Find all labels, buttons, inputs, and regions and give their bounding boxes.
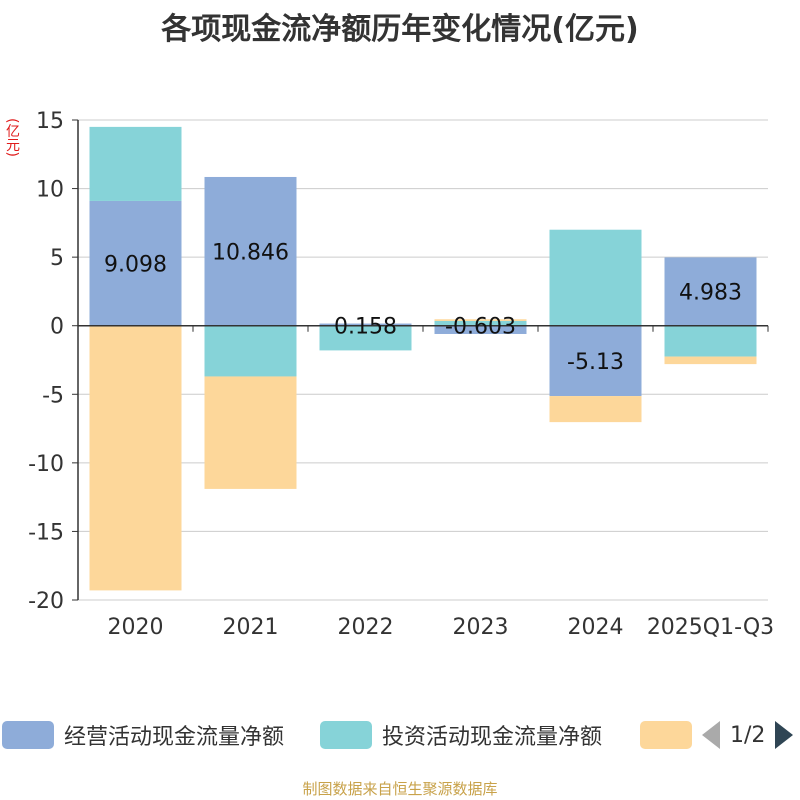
- legend-pager: 1/2: [702, 715, 793, 755]
- legend-next-page-icon[interactable]: [775, 721, 793, 749]
- bar-financing-2024: [550, 396, 642, 422]
- bar-investing-2020: [90, 127, 182, 201]
- y-tick-label: 15: [36, 109, 64, 134]
- legend-prev-page-icon[interactable]: [702, 721, 720, 749]
- x-tick-label-2022: 2022: [338, 615, 394, 640]
- legend-label-operating: 经营活动现金流量净额: [64, 719, 284, 751]
- y-tick-label: -20: [28, 589, 64, 614]
- x-tick-label-2020: 2020: [108, 615, 164, 640]
- y-tick-label: 10: [36, 178, 64, 203]
- y-tick-label: 5: [50, 246, 64, 271]
- x-tick-label-2025Q1-Q3: 2025Q1-Q3: [647, 615, 774, 640]
- data-label-2021: 10.846: [212, 240, 289, 265]
- legend-page-indicator: 1/2: [730, 723, 765, 748]
- chart-area: 15 10 5 0 -5 -10 -15 -20 2020 2021 2022 2023 2024 202…: [0, 0, 800, 700]
- bar-financing-2021: [205, 376, 297, 488]
- bar-financing-2025Q1-Q3: [665, 357, 757, 365]
- x-tick-label-2024: 2024: [568, 615, 624, 640]
- legend-swatch-financing: [640, 721, 692, 749]
- data-label-2023: -0.603: [445, 315, 516, 340]
- y-tick-label: -10: [28, 452, 64, 477]
- bar-investing-2021: [205, 326, 297, 377]
- legend-swatch-operating: [2, 721, 54, 749]
- data-label-2022: 0.158: [334, 315, 397, 340]
- legend-item-investing[interactable]: 投资活动现金流量净额: [320, 715, 602, 755]
- x-tick-label-2023: 2023: [453, 615, 509, 640]
- x-tick-label-2021: 2021: [223, 615, 279, 640]
- y-tick-label: -15: [28, 520, 64, 545]
- footer-source: 制图数据来自恒生聚源数据库: [0, 778, 800, 799]
- data-label-2025Q1-Q3: 4.983: [679, 281, 742, 306]
- legend-label-investing: 投资活动现金流量净额: [382, 719, 602, 751]
- legend-item-financing[interactable]: [640, 715, 692, 755]
- legend-item-operating[interactable]: 经营活动现金流量净额: [2, 715, 284, 755]
- y-tick-label: -5: [42, 383, 64, 408]
- legend: 经营活动现金流量净额 投资活动现金流量净额 1/2: [0, 715, 800, 755]
- data-label-2020: 9.098: [104, 252, 167, 277]
- legend-swatch-investing: [320, 721, 372, 749]
- bar-investing-2024: [550, 230, 642, 326]
- data-label-2024: -5.13: [567, 350, 624, 375]
- y-tick-label: 0: [50, 315, 64, 340]
- bar-financing-2020: [90, 326, 182, 591]
- bar-investing-2025Q1-Q3: [665, 326, 757, 357]
